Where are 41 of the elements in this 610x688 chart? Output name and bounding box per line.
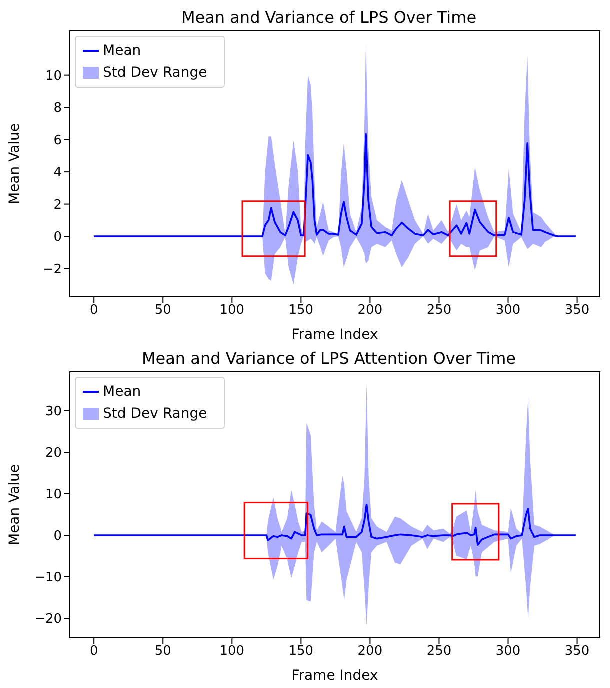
x-tick-label: 350 bbox=[564, 303, 590, 318]
y-tick-label: 30 bbox=[45, 404, 62, 420]
legend-label: Mean bbox=[103, 43, 142, 59]
y-axis-title: Mean Value bbox=[6, 123, 23, 205]
x-tick-label: 250 bbox=[426, 644, 452, 660]
x-tick-label: 300 bbox=[496, 303, 521, 318]
y-tick-label: −2 bbox=[42, 262, 62, 278]
y-tick-label: 8 bbox=[54, 101, 62, 116]
x-tick-label: 200 bbox=[358, 303, 383, 318]
x-tick-label: 250 bbox=[426, 303, 452, 318]
y-tick-label: 2 bbox=[54, 198, 62, 213]
x-tick-label: 350 bbox=[564, 644, 590, 660]
y-tick-label: 0 bbox=[54, 230, 62, 246]
legend-label: Std Dev Range bbox=[103, 406, 208, 422]
line-series bbox=[93, 504, 577, 546]
x-axis-title: Frame Index bbox=[292, 668, 378, 684]
x-tick-label: 150 bbox=[288, 303, 314, 318]
y-tick-label: 20 bbox=[45, 446, 62, 462]
line-series bbox=[93, 133, 577, 238]
x-tick-label: 50 bbox=[154, 644, 172, 660]
x-tick-label: 300 bbox=[496, 644, 521, 660]
y-tick-label: 0 bbox=[54, 529, 62, 544]
chart-title: Mean and Variance of LPS Attention Over Time bbox=[140, 349, 518, 368]
y-tick-label: 10 bbox=[45, 68, 62, 84]
chart-title: Mean and Variance of LPS Over Time bbox=[180, 8, 478, 27]
x-axis-title: Frame Index bbox=[292, 327, 378, 343]
x-tick-label: 50 bbox=[154, 303, 172, 318]
y-tick-label: 10 bbox=[45, 488, 62, 503]
x-tick-label: 100 bbox=[220, 303, 245, 318]
y-tick-label: −20 bbox=[34, 612, 62, 628]
x-tick-label: 150 bbox=[288, 644, 314, 660]
y-tick-label: −10 bbox=[34, 570, 62, 586]
x-tick-label: 100 bbox=[220, 644, 245, 660]
legend-label: Mean bbox=[103, 384, 142, 400]
x-tick-label: 200 bbox=[358, 644, 383, 660]
x-tick-label: 0 bbox=[90, 303, 98, 318]
x-tick-label: 0 bbox=[90, 644, 98, 660]
y-tick-label: 6 bbox=[54, 133, 62, 148]
y-tick-label: 4 bbox=[54, 166, 62, 181]
y-axis-title: Mean Value bbox=[6, 464, 23, 546]
legend-label: Std Dev Range bbox=[103, 65, 208, 81]
